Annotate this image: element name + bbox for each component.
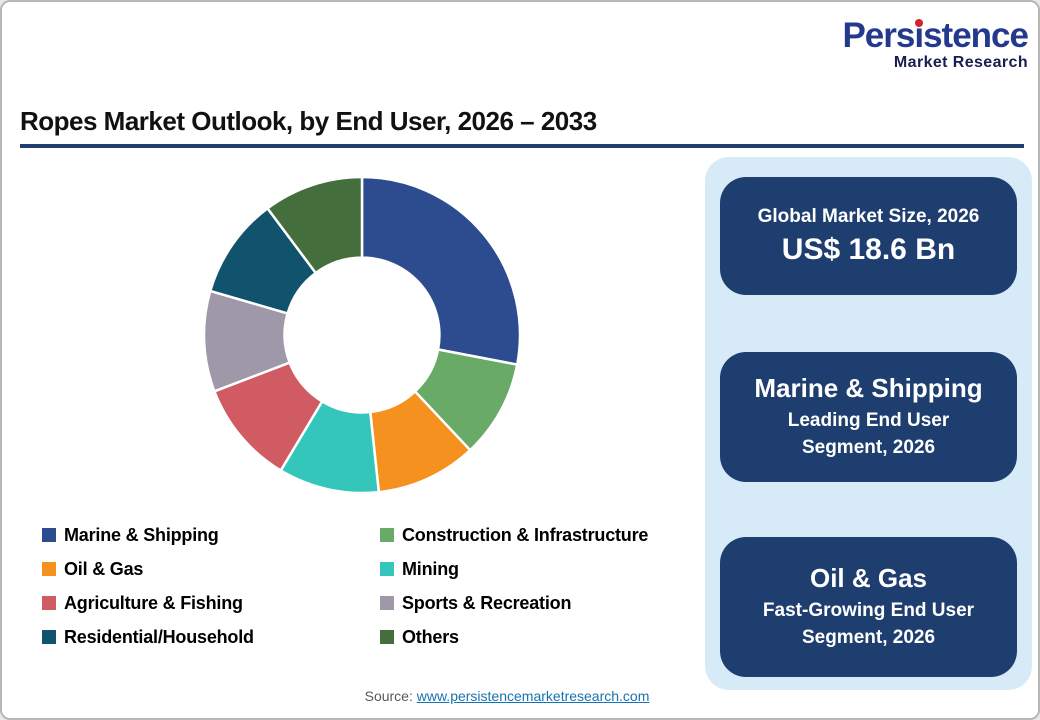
market-size-card-title: Global Market Size, 2026 (757, 205, 980, 227)
source-prefix: Source: (364, 688, 413, 704)
legend-label: Agriculture & Fishing (64, 592, 243, 613)
donut-segment-marine-shipping (360, 175, 522, 366)
donut-segment-others (266, 175, 364, 275)
legend-swatch-icon (42, 630, 56, 644)
legend-item: Sports & Recreation (380, 586, 718, 620)
donut-chart (202, 175, 522, 495)
logo-subtitle: Market Research (893, 54, 1028, 71)
legend-item: Others (380, 620, 718, 654)
legend-swatch-icon (42, 528, 56, 542)
legend-swatch-icon (380, 562, 394, 576)
legend-swatch-icon (380, 528, 394, 542)
page-title: Ropes Market Outlook, by End User, 2026 … (20, 106, 597, 136)
persistence-market-research-logo: Persı stence Market Research (842, 16, 1029, 71)
legend-label: Marine & Shipping (64, 524, 219, 545)
legend-label: Sports & Recreation (402, 592, 572, 613)
source-line: Source: www.persistencemarketresearch.co… (2, 688, 1012, 704)
leading-segment-name: Marine & Shipping (754, 372, 983, 403)
fast-growing-segment-line1: Fast-Growing End User (762, 599, 975, 621)
leading-segment-card: Marine & Shipping Leading End User Segme… (720, 352, 1017, 482)
highlights-panel: Global Market Size, 2026 US$ 18.6 Bn Mar… (705, 157, 1032, 690)
logo-red-dot-icon (914, 19, 923, 27)
logo-brand: Persı stence (842, 16, 1029, 55)
legend-column-2: Construction & Infrastructure Mining Sport… (380, 518, 718, 654)
legend-label: Oil & Gas (64, 558, 144, 579)
fast-growing-segment-name: Oil & Gas (809, 562, 928, 593)
legend-item: Residential/Household (42, 620, 380, 654)
legend-item: Mining (380, 552, 718, 586)
logo-letter-i: ı (914, 16, 924, 55)
legend-item: Marine & Shipping (42, 518, 380, 552)
legend-item: Construction & Infrastructure (380, 518, 718, 552)
fast-growing-segment-line2: Segment, 2026 (801, 626, 936, 648)
legend-label: Mining (402, 558, 459, 579)
legend-label: Construction & Infrastructure (402, 524, 649, 545)
legend-item: Agriculture & Fishing (42, 586, 380, 620)
leading-segment-line2: Segment, 2026 (801, 436, 936, 458)
market-size-value: US$ 18.6 Bn (781, 232, 956, 266)
legend-swatch-icon (42, 562, 56, 576)
legend-swatch-icon (380, 630, 394, 644)
legend-swatch-icon (380, 596, 394, 610)
legend-label: Others (402, 626, 459, 647)
chart-legend: Marine & Shipping Oil & Gas Agriculture & … (42, 518, 718, 654)
legend-label: Residential/Household (64, 626, 254, 647)
title-underline-rule (20, 144, 1024, 148)
legend-swatch-icon (42, 596, 56, 610)
fast-growing-segment-card: Oil & Gas Fast-Growing End User Segment,… (720, 537, 1017, 677)
global-market-size-card: Global Market Size, 2026 US$ 18.6 Bn (720, 177, 1017, 295)
legend-column-1: Marine & Shipping Oil & Gas Agriculture & … (42, 518, 380, 654)
source-link[interactable]: www.persistencemarketresearch.com (416, 688, 650, 704)
legend-item: Oil & Gas (42, 552, 380, 586)
leading-segment-line1: Leading End User (787, 409, 950, 431)
